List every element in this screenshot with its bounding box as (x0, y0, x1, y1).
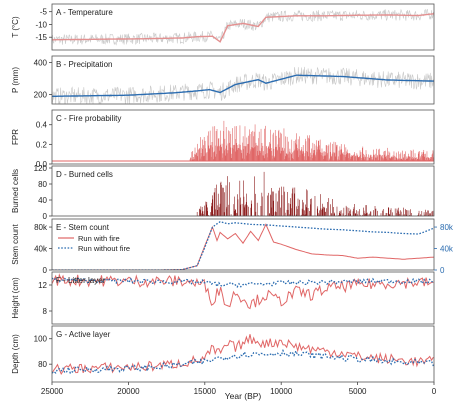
plot-area-F (52, 273, 434, 310)
ytick-label-A: -5 (40, 8, 48, 17)
ytick-label-A: -10 (35, 20, 47, 29)
ytick-right-label-E: 0 (440, 266, 445, 275)
panel-C: 0.0 0.2 0.4 FPR C - Fire probability (11, 109, 435, 169)
y-axis-label-G: Depth (cm) (11, 334, 20, 374)
panel-D: 0 40 80 120 Burned cells D - Burned cells (11, 164, 435, 221)
panel-A: -15 -10 -5 T (°C) A - Temperature (11, 3, 435, 51)
xtick-label: 5000 (349, 387, 367, 396)
ytick-label-A: -15 (35, 33, 47, 42)
series-F-run-with-fire (52, 273, 434, 310)
x-axis: 25000 20000 15000 10000 5000 0 (41, 382, 437, 396)
frame-A (51, 3, 435, 51)
ytick-label-C: 0.4 (36, 121, 48, 130)
series-A-temperature-smoothed- (52, 13, 434, 43)
series-E-run-with-fire (52, 223, 434, 270)
frame-F (51, 271, 435, 325)
panel-G: 80 100 Depth (cm) G - Active layer (11, 325, 435, 383)
frame-C (51, 109, 435, 165)
panel-label-B: B - Precipitation (56, 60, 112, 69)
y-axis-label-B: P (mm) (11, 67, 20, 93)
plot-area-G (52, 334, 434, 375)
series-G-run-with-fire (52, 334, 434, 375)
series-B-noise (52, 66, 434, 104)
y-axis-label-C: FPR (11, 129, 20, 145)
panel-B: 200 400 P (mm) B - Precipitation (11, 55, 435, 105)
series-G-run-without-fire (52, 348, 434, 375)
plot-area-C (52, 120, 434, 162)
plot-area-A (52, 8, 434, 46)
panel-label-C: C - Fire probability (56, 114, 121, 123)
legend-label: Run with fire (78, 234, 120, 243)
xtick-label: 20000 (117, 387, 140, 396)
ytick-label-D: 0 (43, 212, 48, 221)
panel-label-F: F - Litter layer (56, 276, 106, 285)
plot-area-E (52, 220, 434, 270)
panel-label-A: A - Temperature (56, 8, 113, 17)
xtick-label: 25000 (41, 387, 64, 396)
ytick-label-D: 120 (34, 164, 48, 173)
xtick-label: 10000 (270, 387, 293, 396)
ytick-right-label-E: 80k (440, 223, 454, 232)
y-axis-label-A: T (°C) (11, 16, 20, 38)
xtick-label: 0 (432, 387, 437, 396)
plot-area-B (52, 66, 434, 104)
ytick-label-E: 0 (43, 266, 48, 275)
ytick-label-B: 200 (34, 90, 48, 99)
x-axis-label: Year (BP) (225, 391, 262, 401)
ytick-label-E: 80k (34, 223, 48, 232)
frame-B (51, 55, 435, 105)
ytick-label-D: 80 (38, 180, 47, 189)
frame-E (51, 218, 435, 271)
ytick-label-C: 0.2 (36, 140, 48, 149)
panel-label-D: D - Burned cells (56, 170, 113, 179)
panel-label-E: E - Stem count (56, 223, 110, 232)
y-axis-label-E: Stem count (11, 223, 20, 264)
ytick-label-C: 0.0 (36, 160, 48, 169)
ytick-label-F: 12 (38, 281, 47, 290)
panel-F: 8 12 Height (cm) F - Litter layer (11, 271, 435, 325)
ytick-label-F: 8 (43, 307, 48, 316)
panel-label-G: G - Active layer (56, 330, 111, 339)
legend-label: Run without fire (78, 244, 130, 253)
ytick-label-G: 80 (38, 360, 47, 369)
ytick-label-E: 40k (34, 245, 48, 254)
panel-E: 0 40k 80k 0 40k 80k Stem count E - Stem count Ru… (11, 218, 454, 275)
y-axis-label-D: Burned cells (11, 169, 20, 213)
frame-G (51, 325, 435, 383)
ytick-right-label-E: 40k (440, 245, 454, 254)
series-F-run-without-fire (52, 277, 434, 289)
frame-D (51, 165, 435, 217)
ytick-label-G: 100 (34, 335, 48, 344)
y-axis-label-F: Height (cm) (11, 277, 20, 319)
ytick-label-D: 40 (38, 196, 47, 205)
series-B-precipitation-smoothed- (52, 74, 434, 97)
ytick-label-B: 400 (34, 58, 48, 67)
xtick-label: 15000 (194, 387, 217, 396)
plot-area-D (196, 171, 434, 216)
